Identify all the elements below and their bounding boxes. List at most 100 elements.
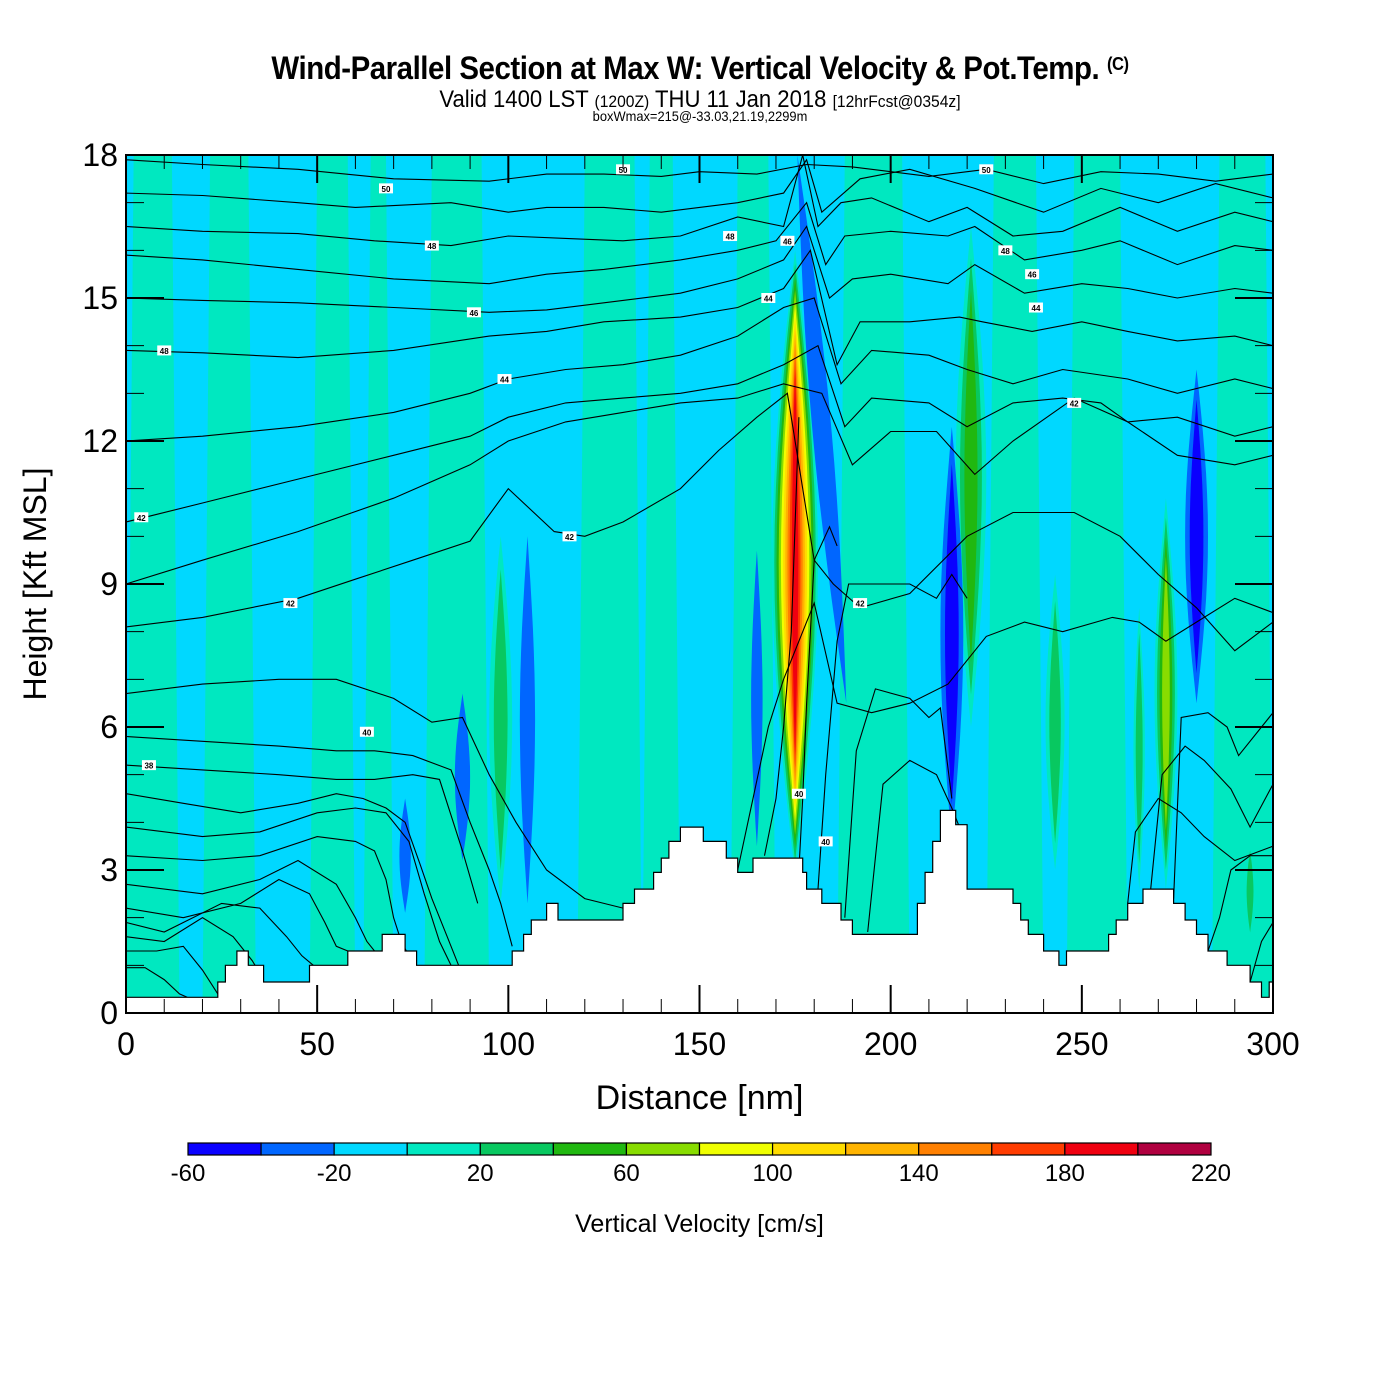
x-axis-label: Distance [nm] xyxy=(596,1079,804,1117)
contour-label-text: 40 xyxy=(362,728,371,737)
contour-label: 46 xyxy=(1025,269,1040,280)
theta-contour-line xyxy=(126,735,513,947)
w-band xyxy=(642,155,681,1013)
chart-subtitle: Valid 1400 LST (1200Z) THU 11 Jan 2018 [… xyxy=(56,86,1344,114)
contour-label: 42 xyxy=(562,531,577,542)
theta-contour-line xyxy=(126,917,265,980)
x-tick-label: 300 xyxy=(1246,1026,1299,1062)
contour-label: 44 xyxy=(1028,302,1043,313)
w-band xyxy=(202,155,256,1013)
colorbar-tick-label: 100 xyxy=(753,1160,793,1187)
theta-contour-line xyxy=(1249,922,1273,983)
colorbar-swatch xyxy=(333,1142,408,1156)
y-tick-label: 12 xyxy=(82,423,118,459)
downdraft-slant-bin-1 xyxy=(797,155,847,704)
colorbar: -60 -20 20 60 100 140 180 220 Vertical Velocity … xyxy=(171,1142,1231,1238)
colorbar-swatch xyxy=(698,1142,774,1156)
colorbar-tick-label: -60 xyxy=(171,1160,206,1187)
contour-label: 42 xyxy=(1067,397,1082,408)
valid-time: Valid 1400 LST xyxy=(439,86,589,113)
colorbar-swatch xyxy=(187,1142,262,1156)
y-tick-label: 9 xyxy=(100,566,118,602)
theta-contour-line xyxy=(126,248,1273,367)
theta-contour-line xyxy=(126,902,314,966)
contour-label: 40 xyxy=(818,836,833,847)
contour-label-text: 42 xyxy=(1070,399,1079,408)
contour-label-bg xyxy=(497,374,512,385)
chart-title: Wind-Parallel Section at Max W: Vertical… xyxy=(56,50,1344,87)
terrain-profile xyxy=(126,809,1273,1013)
contour-label-text: 48 xyxy=(160,347,169,356)
forecast-info: [12hrFcst@0354z] xyxy=(832,92,961,111)
x-tick-label: 100 xyxy=(482,1026,535,1062)
contour-label: 48 xyxy=(157,345,172,356)
contour-label-text: 46 xyxy=(783,237,792,246)
contour-label-text: 50 xyxy=(619,166,628,175)
contour-label-bg xyxy=(359,726,374,737)
contour-label-bg xyxy=(818,836,833,847)
contour-label: 50 xyxy=(378,183,393,194)
theta-contours xyxy=(126,155,1273,998)
terrain-mask xyxy=(126,809,1273,1013)
contour-label: 38 xyxy=(141,760,156,771)
theta-contour-line xyxy=(763,417,800,856)
downdraft-216-bin-0 xyxy=(945,464,959,805)
theta-contour-line xyxy=(126,764,479,904)
theta-contour-line xyxy=(844,688,953,918)
colorbar-tick-label: -20 xyxy=(317,1160,352,1187)
theta-contour-line xyxy=(1207,855,1273,952)
theta-contour-line xyxy=(126,201,1273,285)
contour-label: 40 xyxy=(359,726,374,737)
contour-label-text: 42 xyxy=(856,600,865,609)
contour-label: 44 xyxy=(497,374,512,385)
box-wmax-annotation: boxWmax=215@-33.03,21.19,2299m xyxy=(592,108,808,124)
contour-label: 42 xyxy=(853,598,868,609)
downdraft-88-bin-1 xyxy=(454,693,471,861)
contour-label-bg xyxy=(979,164,994,175)
colorbar-tick-label: 20 xyxy=(467,1160,494,1187)
colorbar-swatch xyxy=(918,1142,993,1156)
updraft-273-bin-6 xyxy=(1162,556,1170,831)
contour-label: 46 xyxy=(466,307,481,318)
theta-contour-line xyxy=(126,967,188,998)
x-tick-label: 50 xyxy=(299,1026,335,1062)
x-tick-label: 200 xyxy=(864,1026,917,1062)
theta-contour-line xyxy=(126,878,349,952)
contour-label-text: 48 xyxy=(726,233,735,242)
theta-contour-line xyxy=(126,392,1273,652)
updraft-100-bin-4 xyxy=(493,569,508,871)
y-tick-label: 15 xyxy=(82,280,118,316)
updraft-265-bin-4 xyxy=(1135,633,1143,864)
contour-label-text: 38 xyxy=(144,762,153,771)
contour-label-text: 46 xyxy=(1028,271,1037,280)
colorbar-swatch xyxy=(991,1142,1066,1156)
contour-label-bg xyxy=(616,164,631,175)
contour-label-text: 48 xyxy=(1001,247,1010,256)
updraft-220-bin-5 xyxy=(964,290,978,663)
colorbar-swatch xyxy=(552,1142,628,1156)
y-tick-label: 3 xyxy=(100,852,118,888)
y-tick-label: 0 xyxy=(100,995,118,1031)
contour-label-bg xyxy=(378,183,393,194)
colorbar-label: Vertical Velocity [cm/s] xyxy=(575,1210,824,1238)
colorbar-swatch xyxy=(771,1142,847,1156)
theta-contour-line xyxy=(126,344,1273,523)
colorbar-swatch xyxy=(260,1142,335,1156)
contour-label-bg xyxy=(562,531,577,542)
axes: 0 50 100 150 200 250 300 0 3 6 9 12 15 18 Distance [nm… xyxy=(17,137,1300,1117)
valid-date: THU 11 Jan 2018 xyxy=(655,86,827,113)
contour-label-bg xyxy=(466,307,481,318)
contour-label-text: 50 xyxy=(382,185,391,194)
theta-contour-line xyxy=(126,297,1273,442)
chart-title-text: Wind-Parallel Section at Max W: Vertical… xyxy=(271,50,1100,86)
contour-label-bg xyxy=(1028,302,1043,313)
copyright-mark: (C) xyxy=(1106,54,1129,74)
colorbar-tick-label: 180 xyxy=(1045,1160,1085,1187)
contour-label: 50 xyxy=(979,164,994,175)
contour-label: 40 xyxy=(791,788,806,799)
w-band xyxy=(577,155,643,1013)
contour-label-bg xyxy=(134,512,149,523)
theta-contour-line xyxy=(126,836,410,957)
w-band xyxy=(363,155,394,1013)
